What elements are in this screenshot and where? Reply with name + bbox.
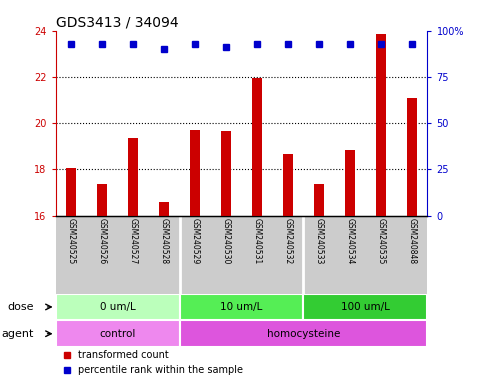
Text: GSM240848: GSM240848 (408, 218, 416, 264)
Text: GSM240535: GSM240535 (376, 218, 385, 265)
Text: GDS3413 / 34094: GDS3413 / 34094 (56, 16, 178, 30)
Bar (252, 78, 262, 216)
Bar (56, 320, 180, 347)
Text: GSM240533: GSM240533 (314, 218, 324, 265)
Text: GSM240529: GSM240529 (190, 218, 199, 264)
Text: GSM240530: GSM240530 (222, 218, 230, 265)
Text: control: control (99, 329, 136, 339)
Bar (128, 138, 139, 216)
Text: 10 um/L: 10 um/L (220, 302, 263, 312)
Text: GSM240534: GSM240534 (345, 218, 355, 265)
Text: homocysteine: homocysteine (267, 329, 340, 339)
Bar (344, 150, 355, 216)
Bar (407, 98, 417, 216)
Bar (56, 294, 180, 320)
Text: dose: dose (7, 302, 34, 312)
Text: GSM240526: GSM240526 (98, 218, 107, 264)
Bar (66, 168, 76, 216)
Text: GSM240525: GSM240525 (67, 218, 75, 264)
Bar (190, 130, 200, 216)
Text: GSM240527: GSM240527 (128, 218, 138, 264)
Bar (283, 154, 293, 216)
Text: percentile rank within the sample: percentile rank within the sample (78, 365, 243, 375)
Text: GSM240528: GSM240528 (159, 218, 169, 264)
Bar (180, 320, 427, 347)
Text: transformed count: transformed count (78, 350, 169, 360)
Text: agent: agent (1, 329, 34, 339)
Bar (303, 294, 427, 320)
Bar (97, 184, 107, 216)
Bar (313, 184, 325, 216)
Bar (376, 34, 386, 216)
Bar (158, 202, 170, 216)
Text: 100 um/L: 100 um/L (341, 302, 390, 312)
Bar (221, 131, 231, 216)
Bar (180, 294, 303, 320)
Text: 0 um/L: 0 um/L (99, 302, 135, 312)
Text: GSM240532: GSM240532 (284, 218, 293, 264)
Text: GSM240531: GSM240531 (253, 218, 261, 264)
